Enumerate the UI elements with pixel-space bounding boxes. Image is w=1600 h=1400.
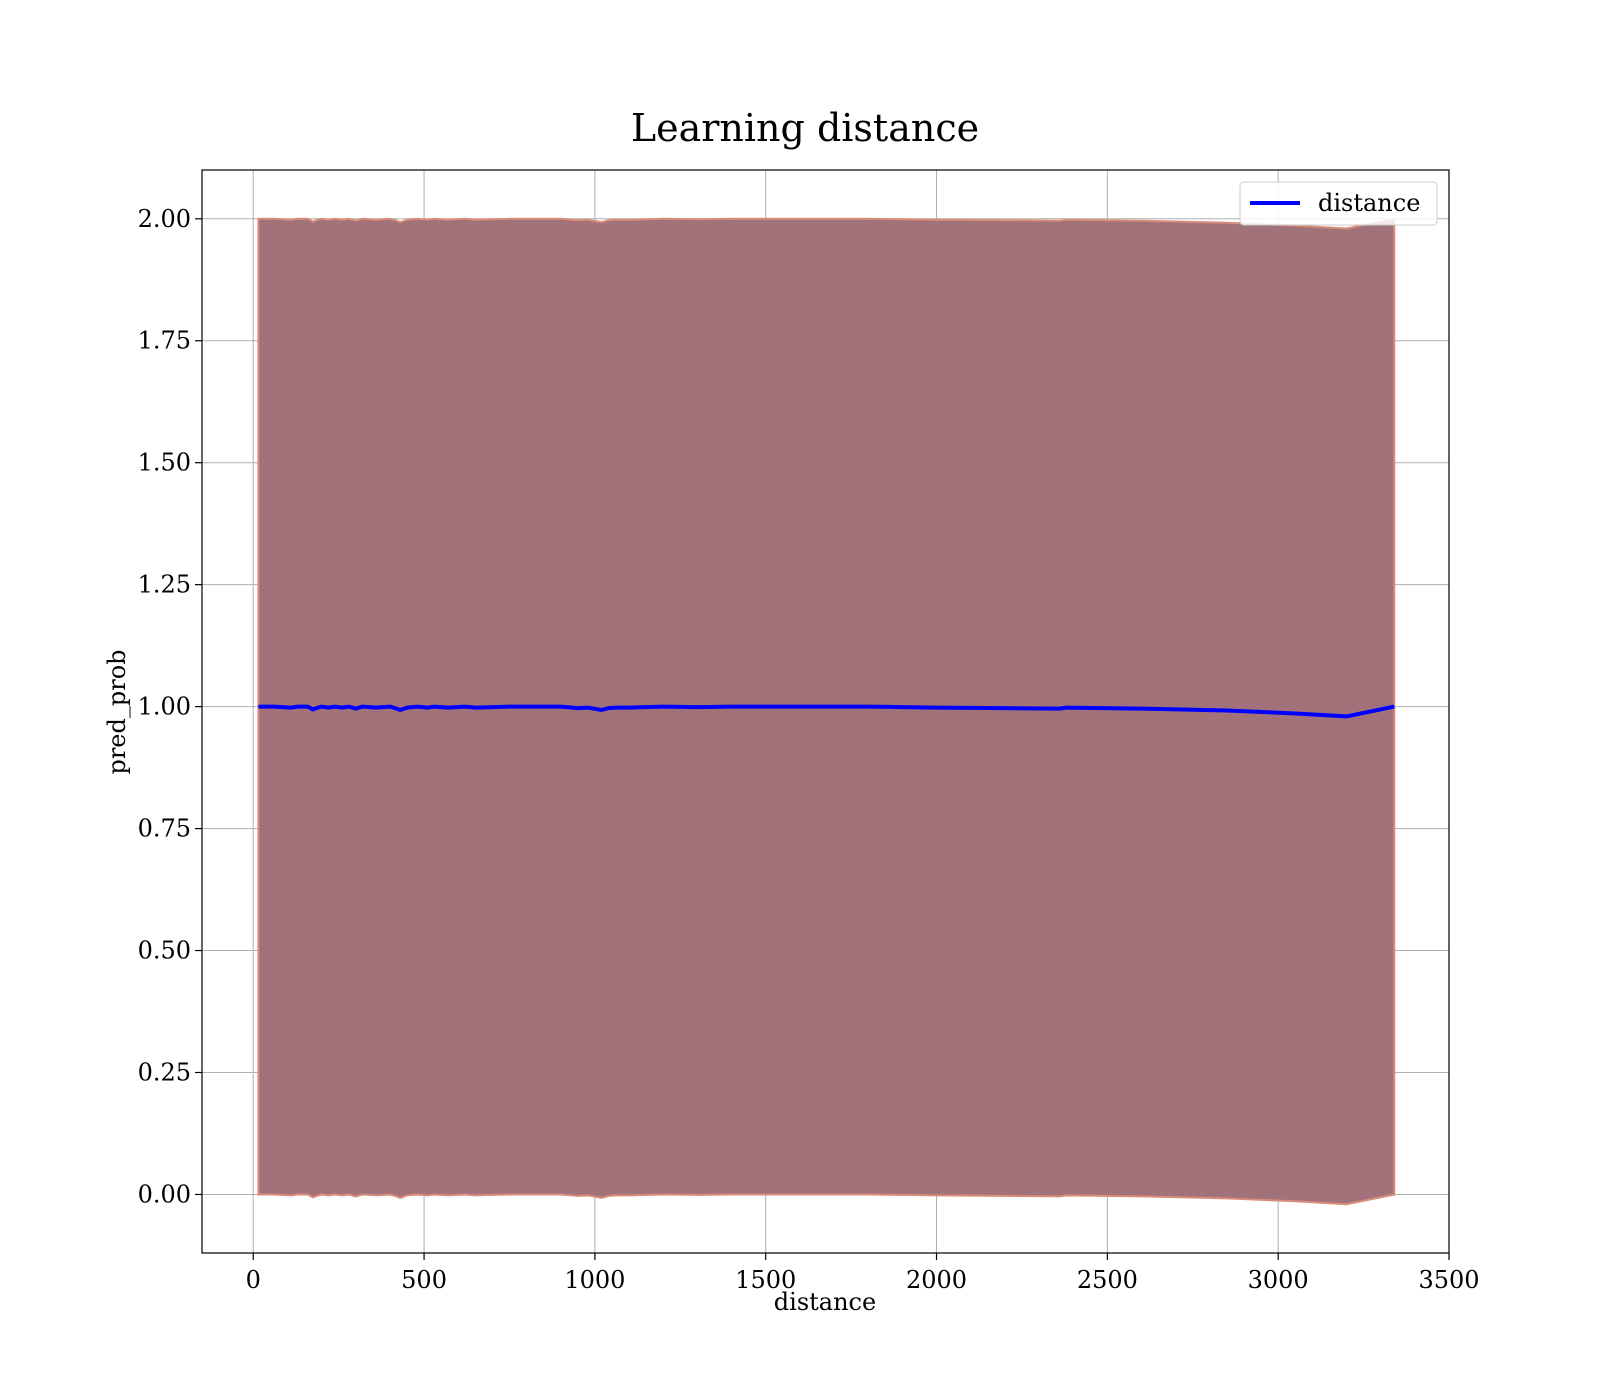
legend-box — [1239, 181, 1438, 226]
y-tick-label: 1.75 — [138, 327, 191, 355]
x-tick-label: 500 — [401, 1266, 447, 1294]
y-tick-label: 2.00 — [138, 205, 191, 233]
x-axis-ticks: 0 500 1000 1500 2000 2500 3000 3500 — [246, 1253, 1480, 1294]
legend-label: distance — [1318, 189, 1420, 217]
x-tick-label: 1000 — [564, 1266, 625, 1294]
chart-title: Learning distance — [631, 106, 979, 150]
legend: distance — [1239, 181, 1438, 226]
x-tick-label: 2500 — [1077, 1266, 1138, 1294]
x-tick-label: 1500 — [735, 1266, 796, 1294]
y-tick-label: 1.00 — [138, 693, 191, 721]
x-tick-label: 3000 — [1248, 1266, 1309, 1294]
x-tick-label: 0 — [246, 1266, 261, 1294]
y-tick-label: 1.50 — [138, 449, 191, 477]
y-axis-ticks: 0.00 0.25 0.50 0.75 1.00 1.25 1.50 1.75 2.00 — [138, 205, 202, 1208]
y-tick-label: 0.25 — [138, 1059, 191, 1087]
uncertainty-band — [257, 217, 1396, 1206]
y-axis-label: pred_prob — [103, 649, 131, 774]
series-lines — [258, 704, 1395, 719]
y-tick-label: 1.25 — [138, 571, 191, 599]
band-area — [257, 217, 1396, 1206]
x-tick-label: 2000 — [906, 1266, 967, 1294]
plot-frame — [201, 169, 1450, 1254]
series-line-distance — [258, 704, 1395, 719]
y-tick-label: 0.75 — [138, 815, 191, 843]
x-tick-label: 3500 — [1418, 1266, 1479, 1294]
y-tick-label: 0.50 — [138, 937, 191, 965]
y-tick-label: 0.00 — [138, 1180, 191, 1208]
x-axis-label: distance — [774, 1288, 876, 1316]
